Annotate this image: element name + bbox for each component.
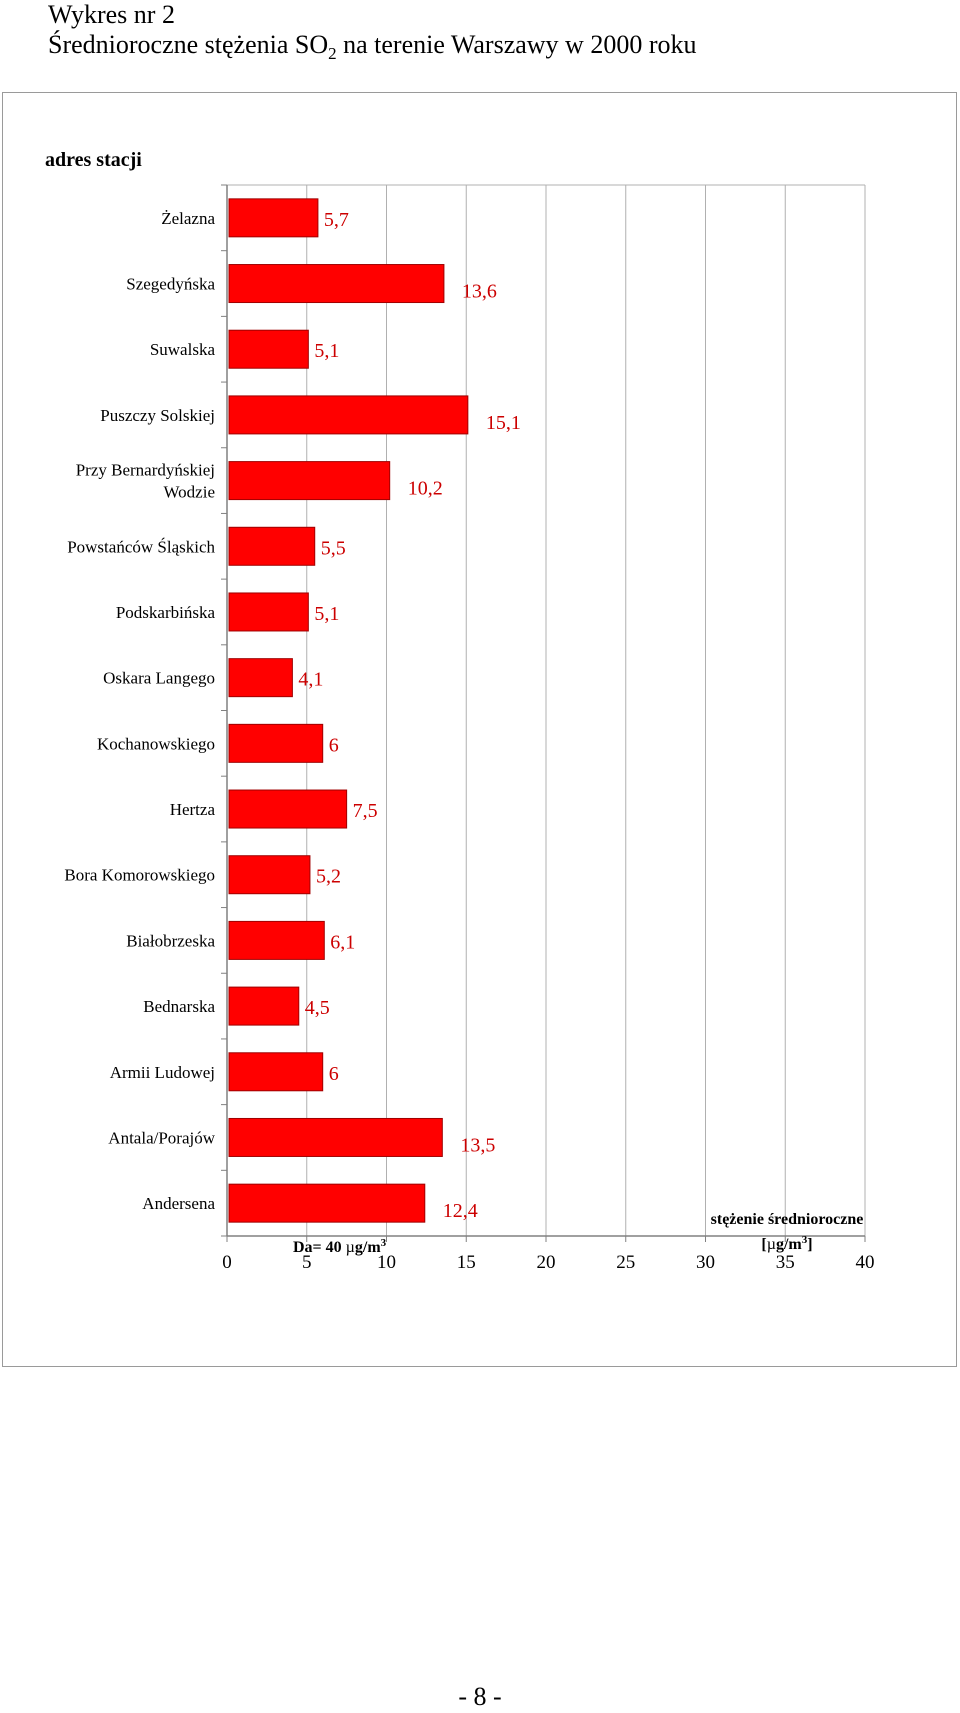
bar bbox=[228, 723, 324, 763]
category-label: Powstańców Śląskich bbox=[67, 537, 215, 556]
data-label: 5,1 bbox=[314, 603, 339, 625]
data-label: 7,5 bbox=[353, 800, 378, 822]
limit-annotation-sup: 3 bbox=[381, 1237, 387, 1249]
bar-layer bbox=[228, 198, 469, 1223]
bar-chart: Żelazna 5,7 Szegedyńska 13,6 Suwalska 5,1 Pusz… bbox=[45, 149, 875, 1273]
category-label: Puszczy Solskiej bbox=[100, 406, 215, 425]
x-tick-label: 30 bbox=[696, 1252, 715, 1273]
category-label: Żelazna bbox=[161, 209, 215, 228]
data-label: 15,1 bbox=[486, 412, 521, 434]
bar bbox=[228, 1117, 443, 1157]
x-tick-label: 5 bbox=[302, 1252, 312, 1273]
page-number: - 8 - bbox=[458, 1682, 502, 1711]
data-label: 5,5 bbox=[321, 537, 346, 559]
bar bbox=[228, 855, 311, 895]
data-label: 13,5 bbox=[460, 1134, 495, 1156]
data-label: 5,7 bbox=[324, 209, 349, 231]
bar bbox=[228, 461, 391, 501]
data-label: 5,1 bbox=[314, 340, 339, 362]
heading-line-2: Średnioroczne stężenia SO2 na terenie Wa… bbox=[48, 30, 697, 69]
data-label: 10,2 bbox=[408, 478, 443, 500]
x-tick-label: 0 bbox=[222, 1252, 232, 1273]
bar bbox=[228, 1052, 324, 1092]
category-label: Suwalska bbox=[150, 340, 216, 359]
data-label: 6,1 bbox=[330, 931, 355, 953]
category-label: Wodzie bbox=[164, 483, 216, 502]
category-label: Antala/Porajów bbox=[108, 1128, 215, 1147]
limit-annotation: Da= 40 µg/m3 bbox=[293, 1237, 387, 1256]
category-label: Przy Bernardyńskiej bbox=[76, 461, 215, 480]
heading-line-2-text: Średnioroczne stężenia SO bbox=[48, 30, 329, 59]
value-axis-title-bracket-close: ] bbox=[807, 1236, 812, 1253]
data-label: 6 bbox=[329, 1063, 339, 1085]
value-axis-title-unit: g/m bbox=[776, 1236, 802, 1253]
category-label: Bednarska bbox=[143, 997, 215, 1016]
bar bbox=[228, 198, 319, 238]
x-tick-label: 40 bbox=[856, 1252, 875, 1273]
category-label: Bora Komorowskiego bbox=[64, 866, 215, 885]
category-label: Oskara Langego bbox=[103, 669, 215, 688]
bar bbox=[228, 592, 309, 632]
limit-annotation-greek: µ bbox=[346, 1239, 355, 1256]
bar bbox=[228, 264, 445, 304]
value-axis-title-line2: [µg/m3] bbox=[761, 1234, 812, 1253]
category-label: Białobrzeska bbox=[126, 931, 215, 950]
category-label: Hertza bbox=[170, 800, 216, 819]
value-axis-title-greek: µ bbox=[767, 1236, 776, 1253]
data-label: 4,1 bbox=[298, 669, 323, 691]
limit-annotation-text: Da= 40 bbox=[293, 1239, 346, 1256]
data-label: 4,5 bbox=[305, 997, 330, 1019]
heading-line-2-tail: na terenie Warszawy w 2000 roku bbox=[336, 30, 697, 59]
x-tick-label: 10 bbox=[377, 1252, 396, 1273]
bar bbox=[228, 329, 309, 369]
data-label: 5,2 bbox=[316, 866, 341, 888]
value-axis-title-sup: 3 bbox=[802, 1234, 808, 1246]
bar bbox=[228, 920, 325, 960]
category-label: Kochanowskiego bbox=[97, 734, 215, 753]
category-axis-title: adres stacji bbox=[45, 149, 142, 171]
limit-annotation-unit: g/m bbox=[355, 1239, 381, 1256]
category-label: Armii Ludowej bbox=[110, 1063, 215, 1082]
category-label: Podskarbińska bbox=[116, 603, 216, 622]
x-tick-label: 20 bbox=[537, 1252, 556, 1273]
bar bbox=[228, 789, 348, 829]
page-heading: Wykres nr 2 Średnioroczne stężenia SO2 n… bbox=[48, 0, 697, 69]
bar bbox=[228, 526, 316, 566]
heading-line-1: Wykres nr 2 bbox=[48, 0, 175, 29]
value-axis-title-line1: stężenie średnioroczne bbox=[711, 1211, 864, 1228]
category-label: Szegedyńska bbox=[126, 275, 215, 294]
data-label: 6 bbox=[329, 734, 339, 756]
chart-frame: Żelazna 5,7 Szegedyńska 13,6 Suwalska 5,1 Pusz… bbox=[2, 92, 957, 1367]
category-label: Andersena bbox=[142, 1194, 215, 1213]
x-tick-label: 35 bbox=[776, 1252, 795, 1273]
data-label: 13,6 bbox=[462, 281, 497, 303]
bar bbox=[228, 658, 293, 698]
x-tick-label: 25 bbox=[616, 1252, 635, 1273]
label-layer: Żelazna 5,7 Szegedyńska 13,6 Suwalska 5,1 Pusz… bbox=[64, 209, 520, 1222]
value-axis-title-bracket: [ bbox=[761, 1236, 766, 1253]
heading-subscript: 2 bbox=[328, 44, 337, 64]
bar bbox=[228, 986, 300, 1026]
bar bbox=[228, 395, 469, 435]
bar bbox=[228, 1183, 426, 1223]
x-tick-label: 15 bbox=[457, 1252, 476, 1273]
data-label: 12,4 bbox=[443, 1200, 478, 1222]
